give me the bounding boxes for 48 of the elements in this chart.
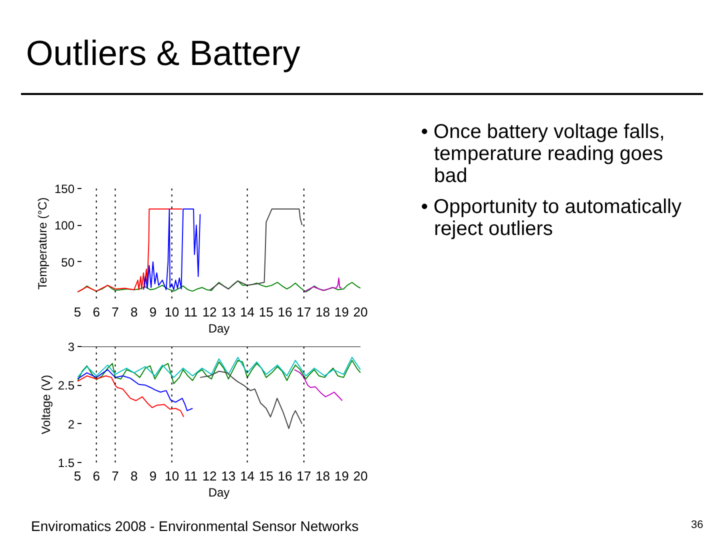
y-axis-title: Voltage (V): [38, 374, 53, 434]
x-tick-label: 11: [184, 304, 198, 320]
x-tick-label: 20: [353, 304, 368, 320]
x-tick-label: 20: [353, 468, 368, 484]
y-tick-label: 50: [61, 255, 75, 270]
x-tick-label: 10: [164, 304, 180, 320]
y-axis-title: Temperature (°C): [35, 197, 50, 290]
x-axis-title: Day: [208, 322, 230, 336]
y-tick-label: 150: [54, 182, 75, 196]
x-tick-label: 18: [316, 304, 330, 320]
x-tick-label: 8: [130, 304, 138, 320]
y-tick-label: 100: [54, 218, 75, 233]
x-tick-label: 14: [240, 468, 255, 484]
x-tick-label: 12: [202, 304, 217, 320]
x-tick-label: 7: [112, 468, 119, 484]
x-tick-label: 12: [202, 468, 217, 484]
x-tick-label: 10: [164, 468, 180, 484]
x-tick-label: 13: [221, 468, 236, 484]
x-tick-label: 14: [240, 304, 255, 320]
x-tick-label: 6: [92, 304, 100, 320]
x-tick-label: 11: [184, 468, 198, 484]
x-tick-label: 16: [278, 468, 292, 484]
y-tick-label: 3: [68, 340, 75, 354]
y-tick-label: 2: [68, 417, 75, 432]
x-tick-label: 9: [149, 468, 157, 484]
x-tick-label: 16: [278, 304, 292, 320]
text: Enviromatics 2008 - Environmental Sensor Networks: [30, 517, 359, 536]
y-tick-label: 2.5: [58, 378, 75, 393]
y-tick-label: 1.5: [58, 456, 75, 470]
text: • Opportunity to automatically reject outliers: [421, 196, 682, 240]
x-tick-label: 5: [74, 304, 82, 320]
x-tick-label: 19: [334, 304, 349, 320]
x-tick-label: 17: [296, 468, 312, 484]
text: Outliers & Battery: [21, 5, 703, 95]
x-tick-label: 15: [258, 468, 274, 484]
x-tick-label: 19: [334, 468, 349, 484]
x-tick-label: 6: [92, 468, 100, 484]
x-axis-title: Day: [208, 486, 230, 500]
x-tick-label: 13: [221, 304, 236, 320]
x-tick-label: 15: [258, 304, 274, 320]
text: • Once battery voltage falls, temperature reading goes bad: [421, 121, 666, 187]
x-tick-label: 5: [74, 468, 82, 484]
x-tick-label: 17: [296, 304, 312, 320]
x-tick-label: 8: [130, 468, 138, 484]
x-tick-label: 18: [316, 468, 330, 484]
x-tick-label: 9: [149, 304, 157, 320]
x-tick-label: 7: [112, 304, 119, 320]
text: 36: [690, 518, 704, 533]
